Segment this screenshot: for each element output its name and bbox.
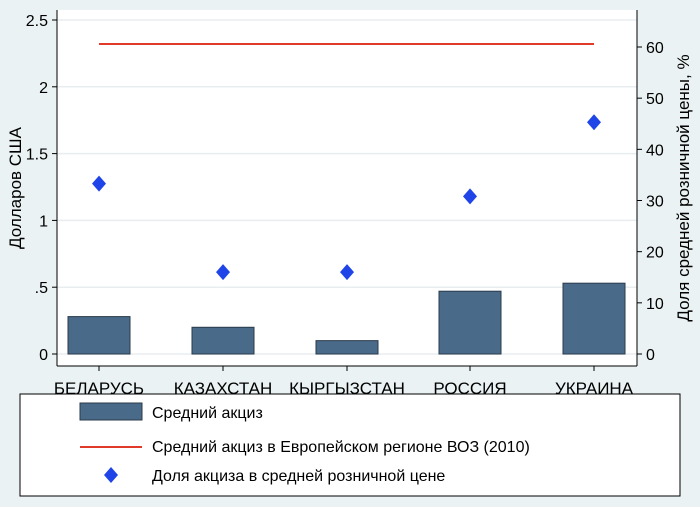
legend-label: Средний акциз bbox=[152, 405, 263, 422]
y-tick-label: 1.5 bbox=[26, 147, 48, 164]
bar bbox=[562, 282, 626, 355]
y-tick-label: 1 bbox=[39, 213, 48, 230]
y2-tick-label: 60 bbox=[646, 40, 664, 57]
data-point bbox=[340, 264, 354, 281]
y2-tick-label: 10 bbox=[646, 296, 664, 313]
legend-bar-swatch bbox=[79, 402, 143, 421]
data-point bbox=[216, 264, 230, 281]
y2-tick-label: 30 bbox=[646, 194, 664, 211]
data-point bbox=[463, 188, 477, 205]
legend-point-swatch bbox=[104, 467, 118, 483]
y2-axis-label: Доля средней розничной цены, % bbox=[674, 54, 693, 321]
legend-label: Средний акциз в Европейском регионе ВОЗ … bbox=[152, 439, 530, 456]
data-point bbox=[587, 114, 601, 131]
y2-tick-label: 20 bbox=[646, 245, 664, 262]
y-tick-label: 2.5 bbox=[26, 13, 48, 30]
x-tick-label: КЫРГЫЗСТАН bbox=[289, 379, 405, 398]
bar bbox=[191, 326, 255, 355]
plot-area bbox=[57, 10, 637, 366]
y-axis-label: Долларов США bbox=[6, 126, 25, 249]
x-tick-label: РОССИЯ bbox=[433, 379, 506, 398]
data-point bbox=[92, 175, 106, 192]
bar bbox=[438, 290, 502, 355]
bar bbox=[67, 316, 131, 355]
x-tick-label: УКРАИНА bbox=[555, 379, 634, 398]
y2-tick-label: 50 bbox=[646, 91, 664, 108]
x-tick-label: КАЗАХСТАН bbox=[174, 379, 273, 398]
y-tick-label: 2 bbox=[39, 80, 48, 97]
legend-label: Доля акциза в средней розничной цене bbox=[152, 468, 445, 485]
y2-tick-label: 40 bbox=[646, 142, 664, 159]
y2-tick-label: 0 bbox=[646, 347, 655, 364]
bar bbox=[315, 340, 379, 355]
y-tick-label: 0 bbox=[39, 347, 48, 364]
y-tick-label: .5 bbox=[35, 280, 48, 297]
x-tick-label: БЕЛАРУСЬ bbox=[54, 379, 144, 398]
